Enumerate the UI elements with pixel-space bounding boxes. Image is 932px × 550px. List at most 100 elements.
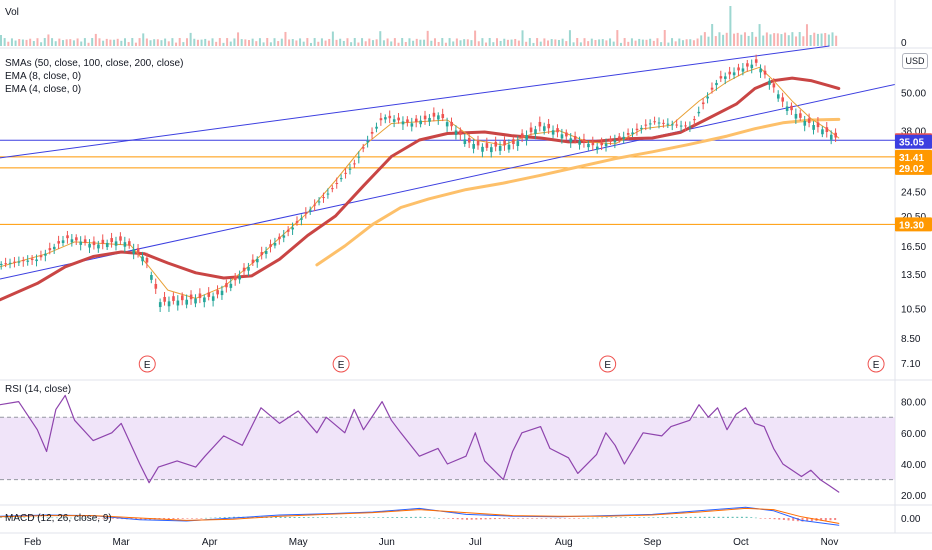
volume-bar <box>277 41 280 46</box>
macd-histogram-bar <box>647 517 650 518</box>
volume-bar <box>809 35 812 46</box>
candle-body <box>392 119 396 122</box>
volume-bar <box>29 38 32 46</box>
candle-body <box>13 261 16 263</box>
sma-legend[interactable]: SMAs (50, close, 100, close, 200, close) <box>5 58 184 69</box>
candle-body <box>746 63 749 67</box>
volume-bar <box>503 38 506 46</box>
macd-title[interactable]: MACD (12, 26, close, 9) <box>5 513 112 524</box>
macd-histogram-bar <box>657 517 660 518</box>
candle-body <box>812 125 815 130</box>
rsi-title[interactable]: RSI (14, close) <box>5 384 72 395</box>
candle-body <box>401 121 405 125</box>
macd-histogram-bar <box>116 518 119 519</box>
candle-body <box>211 296 215 301</box>
volume-bar <box>437 41 440 46</box>
volume-bar <box>120 40 123 46</box>
macd-histogram-bar <box>489 518 492 520</box>
candle-body <box>776 94 780 99</box>
volume-bar <box>273 38 276 46</box>
candle-body <box>295 221 299 223</box>
macd-histogram-bar <box>461 518 464 520</box>
candle-body <box>454 130 458 135</box>
volume-bar <box>87 42 90 46</box>
rsi-tick-label-1: 40.00 <box>901 460 926 471</box>
macd-histogram-bar <box>335 517 338 518</box>
price-tick-label-8: 38.00 <box>901 127 926 138</box>
volume-bar <box>816 33 819 46</box>
candle-body <box>101 239 105 244</box>
macd-histogram-bar <box>377 517 380 518</box>
volume-bar <box>295 40 298 46</box>
macd-histogram-bar <box>400 517 403 518</box>
volume-bar <box>813 32 816 46</box>
macd-histogram-bar <box>9 517 12 518</box>
volume-bar <box>824 33 827 46</box>
ema4-legend[interactable]: EMA (4, close, 0) <box>5 84 82 95</box>
macd-histogram-bar <box>475 518 478 520</box>
price-tag-2 <box>895 149 932 164</box>
candle-body <box>57 241 60 244</box>
volume-bar <box>583 38 586 46</box>
candle-body <box>264 250 268 254</box>
month-label-may: May <box>289 537 308 548</box>
candle-body <box>22 260 25 262</box>
candle-body <box>551 130 555 135</box>
volume-axis-label: 0 <box>901 38 907 49</box>
candle-body <box>560 134 564 139</box>
macd-histogram-bar <box>23 517 26 518</box>
volume-bar <box>131 38 134 46</box>
candle-body <box>185 299 189 305</box>
volume-bar <box>361 38 364 46</box>
macd-histogram-bar <box>419 516 422 518</box>
macd-histogram-bar <box>661 517 664 518</box>
macd-histogram-bar <box>834 518 837 521</box>
volume-bar <box>532 42 535 46</box>
earnings-marker-label-3: E <box>873 360 880 371</box>
macd-histogram-bar <box>284 516 287 518</box>
candle-body <box>710 87 714 90</box>
volume-bar <box>91 38 94 46</box>
candle-body <box>123 242 127 247</box>
candle-body <box>251 259 255 263</box>
macd-histogram-bar <box>717 516 720 518</box>
macd-histogram-bar <box>479 518 482 520</box>
volume-bar <box>3 38 6 46</box>
candle-body <box>441 114 445 119</box>
macd-histogram-bar <box>107 518 110 519</box>
rsi-tick-label-3: 80.00 <box>901 398 926 409</box>
candle-body <box>472 143 475 149</box>
price-tag-label-2: 31.41 <box>899 153 924 164</box>
candle-body <box>313 204 317 206</box>
candle-body <box>260 252 264 256</box>
candle-body <box>419 120 422 125</box>
volume-bar <box>317 41 320 46</box>
volume-bar <box>601 39 604 46</box>
volume-bar <box>7 41 10 46</box>
macd-histogram-bar <box>824 518 827 521</box>
volume-bar <box>681 40 684 46</box>
volume-bar <box>590 38 593 46</box>
month-label-feb: Feb <box>24 537 42 548</box>
macd-histogram-bar <box>251 516 254 518</box>
macd-histogram-bar <box>722 516 725 518</box>
volume-bar <box>269 42 272 46</box>
candle-body <box>803 120 807 126</box>
volume-bar <box>419 39 422 46</box>
candle-body <box>675 124 679 126</box>
macd-histogram-bar <box>433 517 436 519</box>
price-legend: SMAs (50, close, 100, close, 200, close)… <box>5 57 183 96</box>
currency-button[interactable]: USD <box>902 53 928 69</box>
macd-histogram-bar <box>726 516 729 518</box>
ema8-legend[interactable]: EMA (8, close, 0) <box>5 71 82 82</box>
candle-body <box>622 136 626 139</box>
macd-histogram-bar <box>582 518 585 519</box>
candle-body <box>158 302 162 308</box>
volume-bar <box>492 42 495 46</box>
macd-histogram-bar <box>792 518 795 521</box>
candle-body <box>538 121 542 127</box>
candle-body <box>366 140 370 143</box>
volume-bar <box>802 36 805 46</box>
candle-body <box>648 123 652 125</box>
